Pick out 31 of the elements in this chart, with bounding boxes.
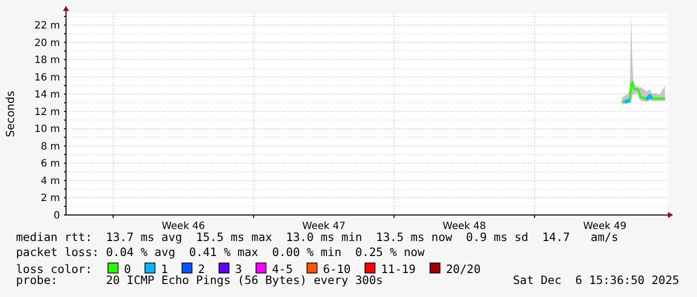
legend-label: 4-5 xyxy=(272,262,293,276)
text: median rtt: 13.7 ms avg 15.5 ms max 13.0 ms min 13.5 ms now 0.9 ms sd 14.7 am/s xyxy=(16,230,618,244)
y-tick-label: 0 xyxy=(54,210,60,222)
text: packet loss: 0.04 % avg 0.41 % max 0.00 % min 0.25 % now xyxy=(16,245,425,259)
legend-label: 0 xyxy=(124,262,131,276)
legend-label: 1 xyxy=(161,262,168,276)
text: Sat Dec 6 15:36:50 2025 xyxy=(513,273,680,287)
legend-label: 11-19 xyxy=(381,262,416,276)
y-axis-title: Seconds xyxy=(4,90,17,138)
legend-title: loss color: xyxy=(16,262,92,276)
legend-label: 2 xyxy=(198,262,205,276)
y-tick-label: 6 m xyxy=(40,158,60,170)
y-tick-label: 18 m xyxy=(34,55,60,66)
y-tick-label: 20 m xyxy=(34,38,60,49)
y-tick-label: 16 m xyxy=(34,72,60,84)
legend-label: 3 xyxy=(235,262,242,276)
y-tick-label: 8 m xyxy=(40,141,60,152)
x-tick-label: Week 49 xyxy=(583,221,626,232)
y-tick-label: 22 m xyxy=(34,20,60,32)
y-tick-label: 14 m xyxy=(34,90,60,101)
x-tick-label: Week 47 xyxy=(302,221,346,232)
y-tick-label: 10 m xyxy=(34,124,60,136)
x-tick-label: Week 48 xyxy=(442,221,486,232)
x-tick-label: Week 46 xyxy=(162,221,206,232)
legend-label: 20/20 xyxy=(446,262,481,276)
line-series xyxy=(621,81,666,103)
y-tick-label: 2 m xyxy=(40,193,60,204)
legend-label: 6-10 xyxy=(323,262,351,276)
y-tick-label: 4 m xyxy=(40,176,60,187)
text: probe: 20 ICMP Echo Pings (56 Bytes) every 300s xyxy=(16,273,383,287)
y-tick-label: 12 m xyxy=(34,106,60,118)
